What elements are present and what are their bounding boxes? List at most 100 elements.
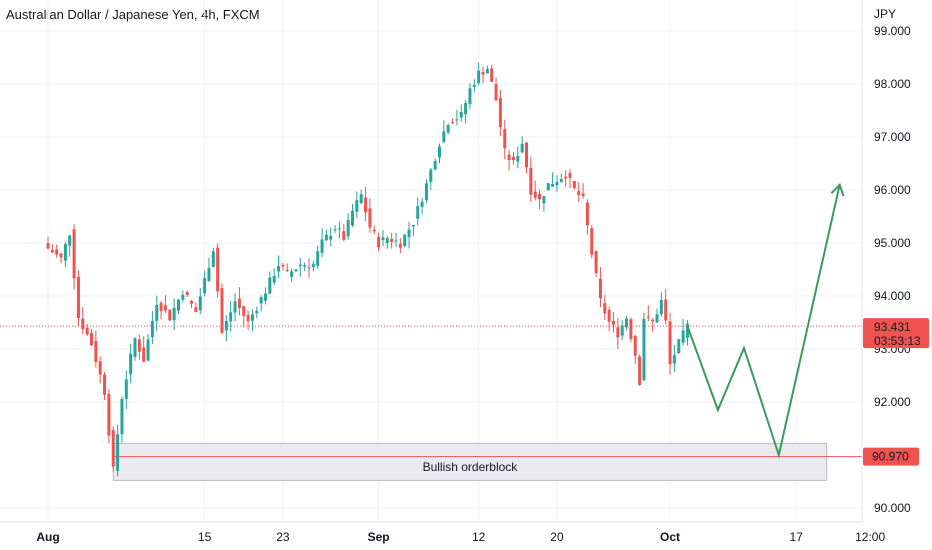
candle-body (629, 319, 633, 340)
candle-body (546, 183, 550, 191)
candle (468, 83, 472, 110)
projection-arrowhead (830, 182, 845, 197)
candle-body (442, 131, 446, 143)
price-axis-bg (862, 0, 932, 522)
candle-body (116, 434, 120, 471)
candle-body (577, 191, 581, 196)
candle (481, 66, 485, 84)
price-tick-label: 97.000 (874, 130, 911, 144)
candle (538, 189, 542, 210)
currency-label: JPY (874, 7, 896, 21)
candle (146, 334, 150, 362)
candle-body (94, 340, 98, 363)
candle-body (259, 297, 263, 304)
candle-body (364, 197, 368, 213)
candle-body (411, 224, 415, 227)
candle-body (146, 339, 150, 361)
candle-body (594, 250, 598, 274)
candle (472, 79, 476, 92)
candle-body (342, 231, 346, 240)
candle (255, 306, 259, 319)
candle (507, 150, 511, 171)
candle-body (46, 243, 50, 249)
candle-body (55, 249, 59, 255)
candle-body (142, 347, 146, 362)
candle (163, 295, 167, 314)
projection-path[interactable] (686, 184, 841, 459)
candle-body (111, 430, 115, 467)
candle (111, 426, 115, 472)
candle (220, 283, 224, 335)
time-axis[interactable]: Aug 15 23 Sep 12 20 Oct 17 12:00 (36, 530, 885, 544)
candle (546, 183, 550, 191)
candle-body (638, 356, 642, 385)
candle-body (381, 237, 385, 240)
candle (298, 258, 302, 277)
time-tick-label: 23 (276, 530, 290, 544)
candle (129, 343, 133, 384)
candle (351, 204, 354, 227)
candle (485, 65, 489, 74)
candle-body (181, 294, 185, 300)
candle (477, 62, 481, 86)
current-price-label: 93.431 (874, 320, 911, 334)
candle (651, 318, 655, 332)
candle-body (538, 193, 542, 200)
candle-body (572, 180, 576, 189)
candle (590, 225, 594, 259)
candle-body (242, 306, 246, 317)
candle (616, 318, 620, 350)
candle (672, 345, 676, 372)
candle (294, 269, 298, 272)
candle (159, 300, 163, 320)
candle (511, 152, 515, 165)
candle-body (581, 193, 585, 197)
candle (303, 262, 307, 272)
candle-body (272, 276, 276, 283)
candle-body (168, 309, 172, 321)
projection-layer[interactable] (686, 182, 845, 459)
level-price-label: 90.970 (872, 450, 909, 464)
candle (290, 268, 294, 282)
candle-body (403, 234, 407, 247)
candle-body (150, 321, 154, 338)
candle-body (50, 249, 54, 253)
candle (203, 270, 207, 297)
candle-body (224, 320, 228, 331)
candle-body (459, 112, 463, 118)
candle (359, 189, 363, 205)
candle-body (585, 202, 589, 226)
candle (659, 292, 663, 317)
price-badges: 93.431 03:53:13 90.970 (863, 318, 929, 466)
time-tick-label: 12 (472, 530, 486, 544)
candle-body (424, 183, 428, 200)
candle (81, 307, 85, 335)
candle (568, 169, 572, 189)
candle-body (68, 235, 72, 246)
level-price-badge (863, 447, 919, 466)
candle (433, 158, 437, 171)
candle (155, 295, 159, 332)
candle-body (672, 355, 676, 364)
candle (116, 424, 120, 477)
candle-body (416, 206, 420, 219)
candle (685, 320, 689, 346)
candle (577, 182, 581, 203)
candle-body (377, 236, 381, 248)
candle (72, 224, 76, 290)
candle-body (264, 293, 267, 301)
candle (333, 225, 337, 234)
candle-body (137, 339, 141, 352)
candle-body (198, 296, 202, 311)
candle-body (372, 229, 376, 232)
candle-body (468, 88, 472, 105)
candle (429, 167, 433, 190)
candle (268, 271, 272, 295)
candle-body (659, 299, 663, 315)
candle (316, 245, 320, 269)
candle (677, 339, 681, 355)
candle (572, 180, 576, 190)
candle (211, 247, 215, 268)
candle (585, 199, 589, 235)
